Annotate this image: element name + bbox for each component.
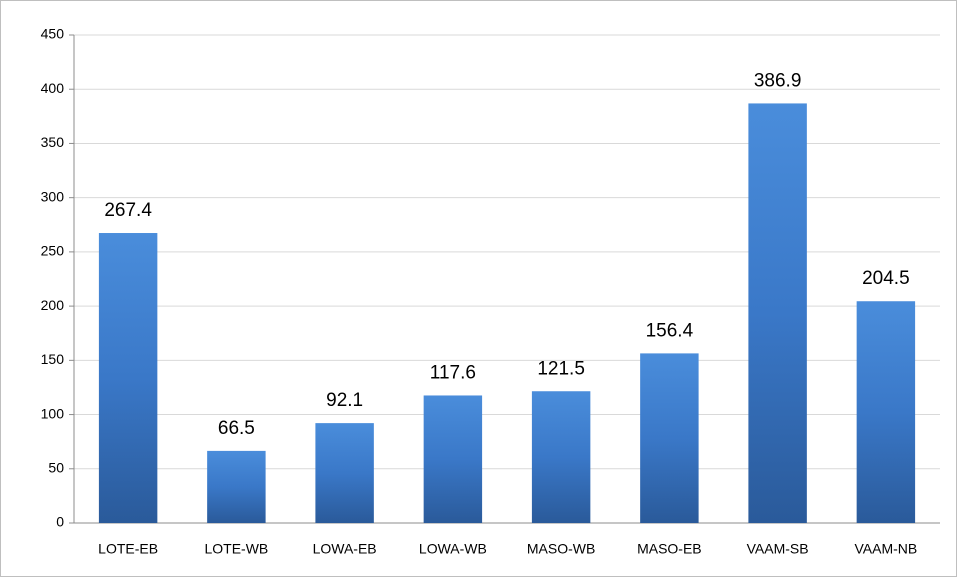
y-tick-label: 200 — [41, 297, 65, 313]
y-tick-label: 150 — [41, 351, 65, 367]
y-tick-label: 250 — [41, 243, 65, 259]
y-tick-label: 100 — [41, 405, 65, 421]
data-label: 66.5 — [218, 418, 255, 439]
x-tick-label: LOTE-WB — [204, 541, 268, 557]
bar — [531, 391, 591, 523]
y-tick-label: 450 — [41, 26, 65, 42]
data-label: 156.4 — [646, 320, 694, 341]
bar — [856, 301, 916, 523]
x-tick-label: LOWA-WB — [419, 541, 487, 557]
bar — [98, 233, 158, 523]
y-tick-label: 400 — [41, 80, 65, 96]
x-tick-label: MASO-WB — [527, 541, 595, 557]
data-label: 204.5 — [862, 268, 910, 289]
bar — [748, 103, 807, 524]
x-tick-label: LOTE-EB — [98, 541, 158, 557]
data-label: 267.4 — [104, 200, 152, 221]
x-tick-label: VAAM-SB — [747, 541, 809, 557]
bar — [207, 450, 266, 523]
y-tick-label: 300 — [41, 188, 65, 204]
x-tick-label: VAAM-NB — [855, 541, 918, 557]
bar — [315, 423, 374, 523]
data-label: 386.9 — [754, 70, 802, 91]
x-tick-label: MASO-EB — [637, 541, 702, 557]
y-tick-label: 50 — [48, 459, 64, 475]
data-label: 117.6 — [430, 362, 476, 383]
y-tick-label: 350 — [41, 134, 65, 150]
bar — [423, 395, 483, 523]
data-label: 92.1 — [326, 390, 363, 411]
bar — [640, 353, 699, 523]
x-tick-label: LOWA-EB — [313, 541, 377, 557]
y-tick-label: 0 — [56, 514, 64, 530]
data-label: 121.5 — [537, 358, 585, 379]
